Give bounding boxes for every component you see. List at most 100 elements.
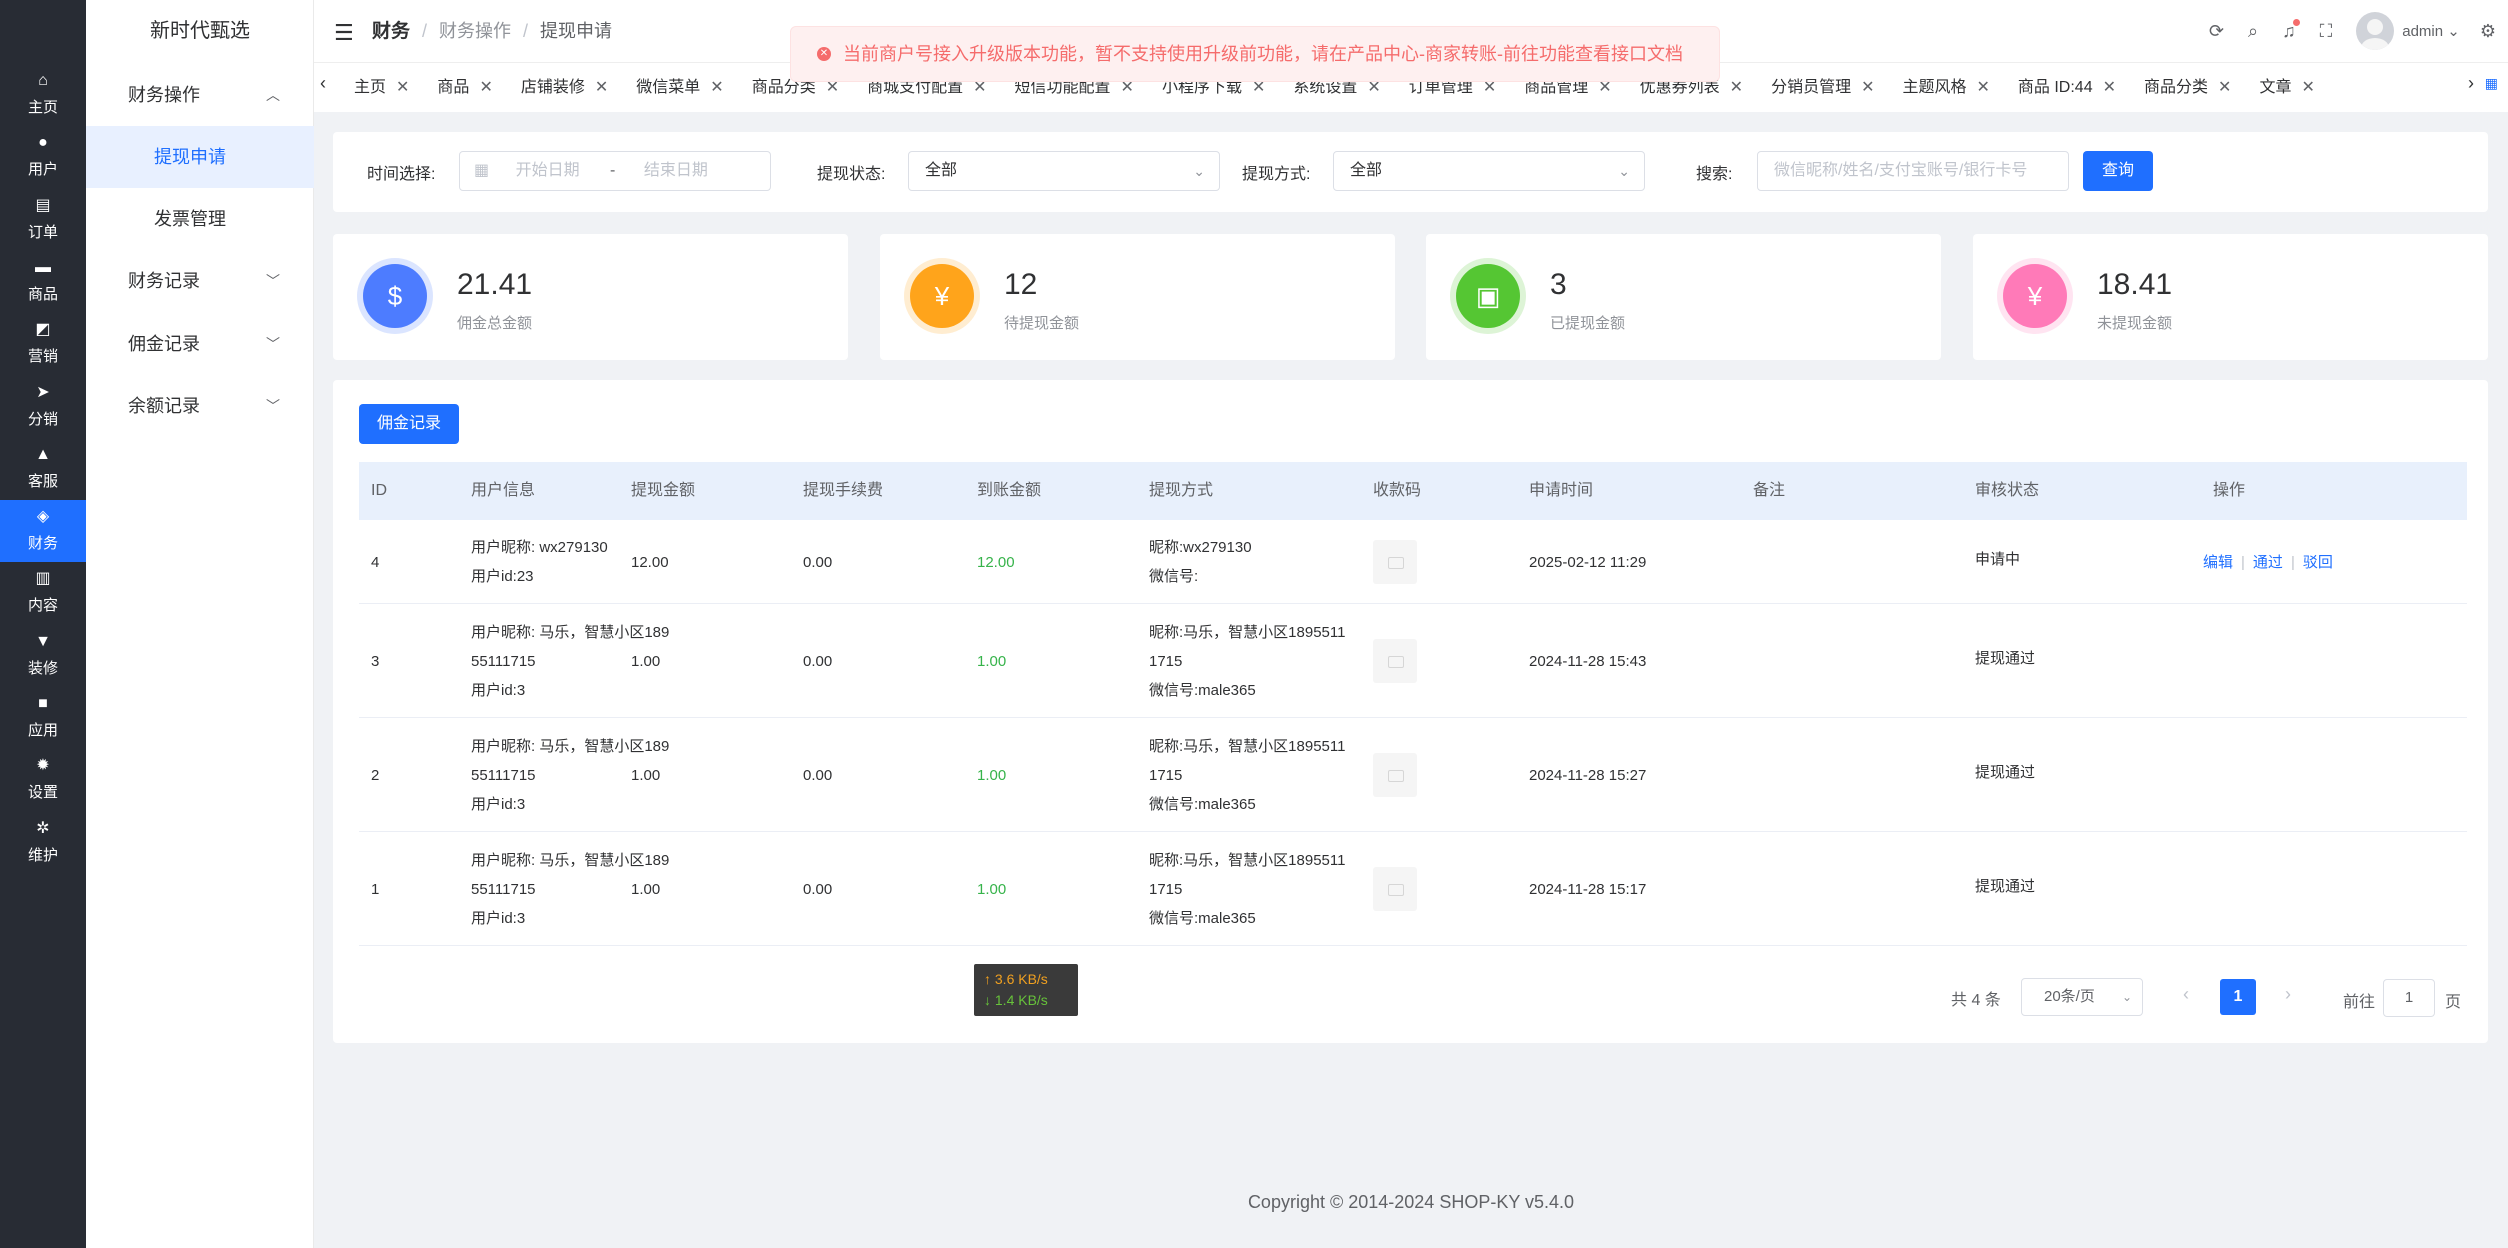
tab-14[interactable]: 商品 ID:44 ✕ [2018, 63, 2116, 112]
tab-15[interactable]: 商品分类 ✕ [2144, 63, 2231, 112]
avatar[interactable] [2356, 12, 2395, 50]
submenu-item-0[interactable]: 财务操作 ︿ [86, 64, 314, 126]
rail-item-0[interactable]: ⌂ 主页 [0, 64, 86, 126]
goto-label: 前往 [2343, 994, 2376, 1011]
close-icon[interactable]: ✕ [479, 79, 493, 96]
close-icon[interactable]: ✕ [594, 79, 609, 96]
breadcrumb-root[interactable]: 财务 [372, 21, 411, 42]
tab-1[interactable]: 商品 ✕ [437, 63, 492, 112]
rail-item-6[interactable]: ▲ 客服 [0, 438, 86, 500]
rail-item-3[interactable]: ▬ 商品 [0, 251, 86, 313]
rail-item-10[interactable]: ■ 应用 [0, 687, 86, 749]
submenu-item-5[interactable]: 余额记录 ﹀ [86, 375, 314, 437]
page-size-select[interactable]: 20条/页 ⌄ [2021, 978, 2143, 1016]
prev-page-icon[interactable]: ‹ [2183, 984, 2189, 1004]
tab-2[interactable]: 店铺装修 ✕ [521, 63, 608, 112]
cell-status: 提现通过 [1975, 878, 2036, 895]
tab-10[interactable]: 商品管理 ✕ [1524, 63, 1611, 112]
rail-item-8[interactable]: ▥ 内容 [0, 562, 86, 624]
payment-qr-thumbnail[interactable] [1373, 540, 1417, 584]
tab-12[interactable]: 分销员管理 ✕ [1771, 63, 1874, 112]
cell-method: 微信号:male365 [1149, 795, 1256, 813]
search-label: 搜索: [1696, 166, 1733, 183]
cell-method: 昵称:马乐，智慧小区1895511 [1149, 623, 1346, 641]
approve-button[interactable]: 通过 [2252, 554, 2283, 571]
cell-status: 申请中 [1975, 551, 2021, 568]
username[interactable]: admin ⌄ [2402, 23, 2460, 40]
close-icon[interactable]: ✕ [1729, 79, 1744, 96]
tab-label: 分销员管理 [1771, 79, 1852, 96]
close-icon[interactable]: ✕ [1120, 79, 1134, 96]
close-icon[interactable]: ✕ [825, 79, 840, 96]
close-icon[interactable]: ✕ [1861, 79, 1875, 96]
tab-6[interactable]: 短信功能配置 ✕ [1015, 63, 1134, 112]
tab-scroll-left-icon[interactable]: ‹ [320, 73, 326, 93]
tab-scroll-right-icon[interactable]: › [2462, 63, 2474, 112]
tab-16[interactable]: 文章 ✕ [2259, 63, 2314, 112]
tab-7[interactable]: 小程序下载 ✕ [1162, 63, 1265, 112]
submenu-item-3[interactable]: 财务记录 ﹀ [86, 250, 314, 312]
network-speed-widget: ↑ 3.6 KB/s ↓ 1.4 KB/s [974, 964, 1078, 1016]
payment-qr-thumbnail[interactable] [1373, 867, 1417, 911]
tab-3[interactable]: 微信菜单 ✕ [636, 63, 723, 112]
submenu-item-4[interactable]: 佣金记录 ﹀ [86, 313, 314, 375]
goto-page-input[interactable]: 1 [2383, 979, 2435, 1017]
close-icon[interactable]: ✕ [396, 79, 410, 96]
rail-item-label: 用户 [27, 161, 58, 179]
service-icon: ▲ [35, 445, 51, 463]
tab-4[interactable]: 商品分类 ✕ [752, 63, 839, 112]
tab-9[interactable]: 订单管理 ✕ [1409, 63, 1496, 112]
tab-0[interactable]: 主页 ✕ [354, 63, 409, 112]
commission-record-button[interactable]: 佣金记录 [359, 404, 459, 444]
close-icon[interactable]: ✕ [1598, 79, 1612, 96]
submenu-item-1[interactable]: 提现申请 [86, 126, 314, 188]
search-input[interactable]: 微信昵称/姓名/支付宝账号/银行卡号 [1757, 151, 2069, 191]
page-number-current[interactable]: 1 [2220, 979, 2256, 1015]
close-icon[interactable]: ✕ [973, 79, 987, 96]
tab-8[interactable]: 系统设置 ✕ [1293, 63, 1380, 112]
close-icon[interactable]: ✕ [710, 79, 724, 96]
tab-13[interactable]: 主题风格 ✕ [1902, 63, 1989, 112]
maintenance-icon: ✲ [36, 819, 50, 837]
close-icon[interactable]: ✕ [1251, 79, 1266, 96]
close-icon[interactable]: ✕ [2301, 79, 2315, 96]
rail-item-1[interactable]: ● 用户 [0, 126, 86, 188]
query-button[interactable]: 查询 [2083, 151, 2153, 191]
date-range-picker[interactable]: ▦ 开始日期 - 结束日期 [459, 151, 771, 191]
edit-button[interactable]: 编辑 [2203, 554, 2234, 571]
next-page-icon[interactable]: › [2285, 984, 2291, 1004]
close-icon[interactable]: ✕ [1482, 79, 1497, 96]
tab-5[interactable]: 商城支付配置 ✕ [867, 63, 986, 112]
payment-qr-thumbnail[interactable] [1373, 753, 1417, 797]
submenu-item-label: 财务记录 [128, 271, 200, 291]
close-icon[interactable]: ✕ [1976, 79, 1990, 96]
payment-qr-thumbnail[interactable] [1373, 639, 1417, 683]
rail-item-4[interactable]: ◩ 营销 [0, 313, 86, 375]
bell-icon[interactable]: ♫ [2282, 18, 2300, 42]
tab-11[interactable]: 优惠券列表 ✕ [1640, 63, 1743, 112]
close-icon[interactable]: ✕ [1367, 79, 1381, 96]
cell-time: 2024-11-28 15:17 [1529, 881, 1647, 898]
start-date-input[interactable]: 开始日期 [515, 162, 580, 179]
fullscreen-icon[interactable]: ⛶ [2319, 20, 2333, 41]
close-icon[interactable]: ✕ [2102, 79, 2117, 96]
reject-button[interactable]: 驳回 [2302, 554, 2333, 571]
search-icon[interactable]: ⌕ [2248, 20, 2259, 41]
rail-item-9[interactable]: ▼ 装修 [0, 625, 86, 687]
settings-icon[interactable]: ⚙ [2479, 20, 2496, 41]
rail-item-12[interactable]: ✲ 维护 [0, 812, 86, 874]
rail-item-7[interactable]: ◈ 财务 [0, 500, 86, 563]
rail-item-2[interactable]: ▤ 订单 [0, 189, 86, 251]
method-select[interactable]: 全部 ⌄ [1333, 151, 1645, 191]
status-select[interactable]: 全部 ⌄ [908, 151, 1220, 191]
rail-item-11[interactable]: ✹ 设置 [0, 749, 86, 811]
end-date-input[interactable]: 结束日期 [643, 162, 708, 179]
submenu-item-2[interactable]: 发票管理 [86, 188, 314, 250]
refresh-icon[interactable]: ⟳ [2208, 20, 2225, 41]
close-icon[interactable]: ✕ [2218, 79, 2232, 96]
tab-menu-icon[interactable]: ▦ [2484, 75, 2498, 91]
rail-item-5[interactable]: ➤ 分销 [0, 376, 86, 438]
cell-user-info: 用户昵称: 马乐，智慧小区189 [471, 623, 670, 641]
breadcrumb-mid[interactable]: 财务操作 [439, 21, 512, 41]
collapse-menu-icon[interactable]: ☰ [334, 20, 354, 45]
